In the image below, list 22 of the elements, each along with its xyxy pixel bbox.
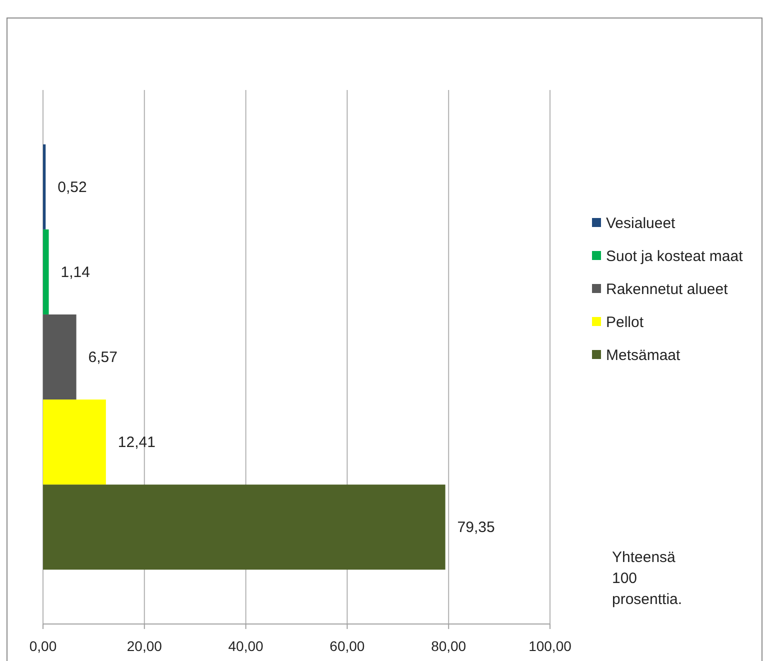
x-tick-label: 60,00 <box>330 638 365 654</box>
bar <box>43 314 76 400</box>
bar <box>43 400 106 485</box>
bar <box>43 144 46 230</box>
bar <box>43 229 49 314</box>
x-tick-label: 20,00 <box>126 638 162 654</box>
data-label: 1,14 <box>60 264 90 281</box>
legend-label: Pellot <box>606 314 644 331</box>
legend-label: Suot ja kosteat maat <box>606 248 744 265</box>
x-tick-label: 80,00 <box>431 638 466 654</box>
legend-label: Vesialueet <box>606 215 676 232</box>
bar <box>43 484 446 570</box>
data-label: 0,52 <box>58 178 87 196</box>
legend-label: Metsämaat <box>606 347 682 364</box>
x-tick-label: 100,00 <box>528 638 572 654</box>
data-label: 79,35 <box>457 519 495 536</box>
x-tick-label: 40,00 <box>228 638 264 654</box>
data-label: 12,41 <box>118 434 156 452</box>
data-label: 6,57 <box>88 349 118 366</box>
text: Yhteensä 100 prosenttia. <box>612 549 682 608</box>
legend-label: Rakennetut alueet <box>606 281 729 298</box>
x-tick-label: 0,00 <box>29 638 57 654</box>
